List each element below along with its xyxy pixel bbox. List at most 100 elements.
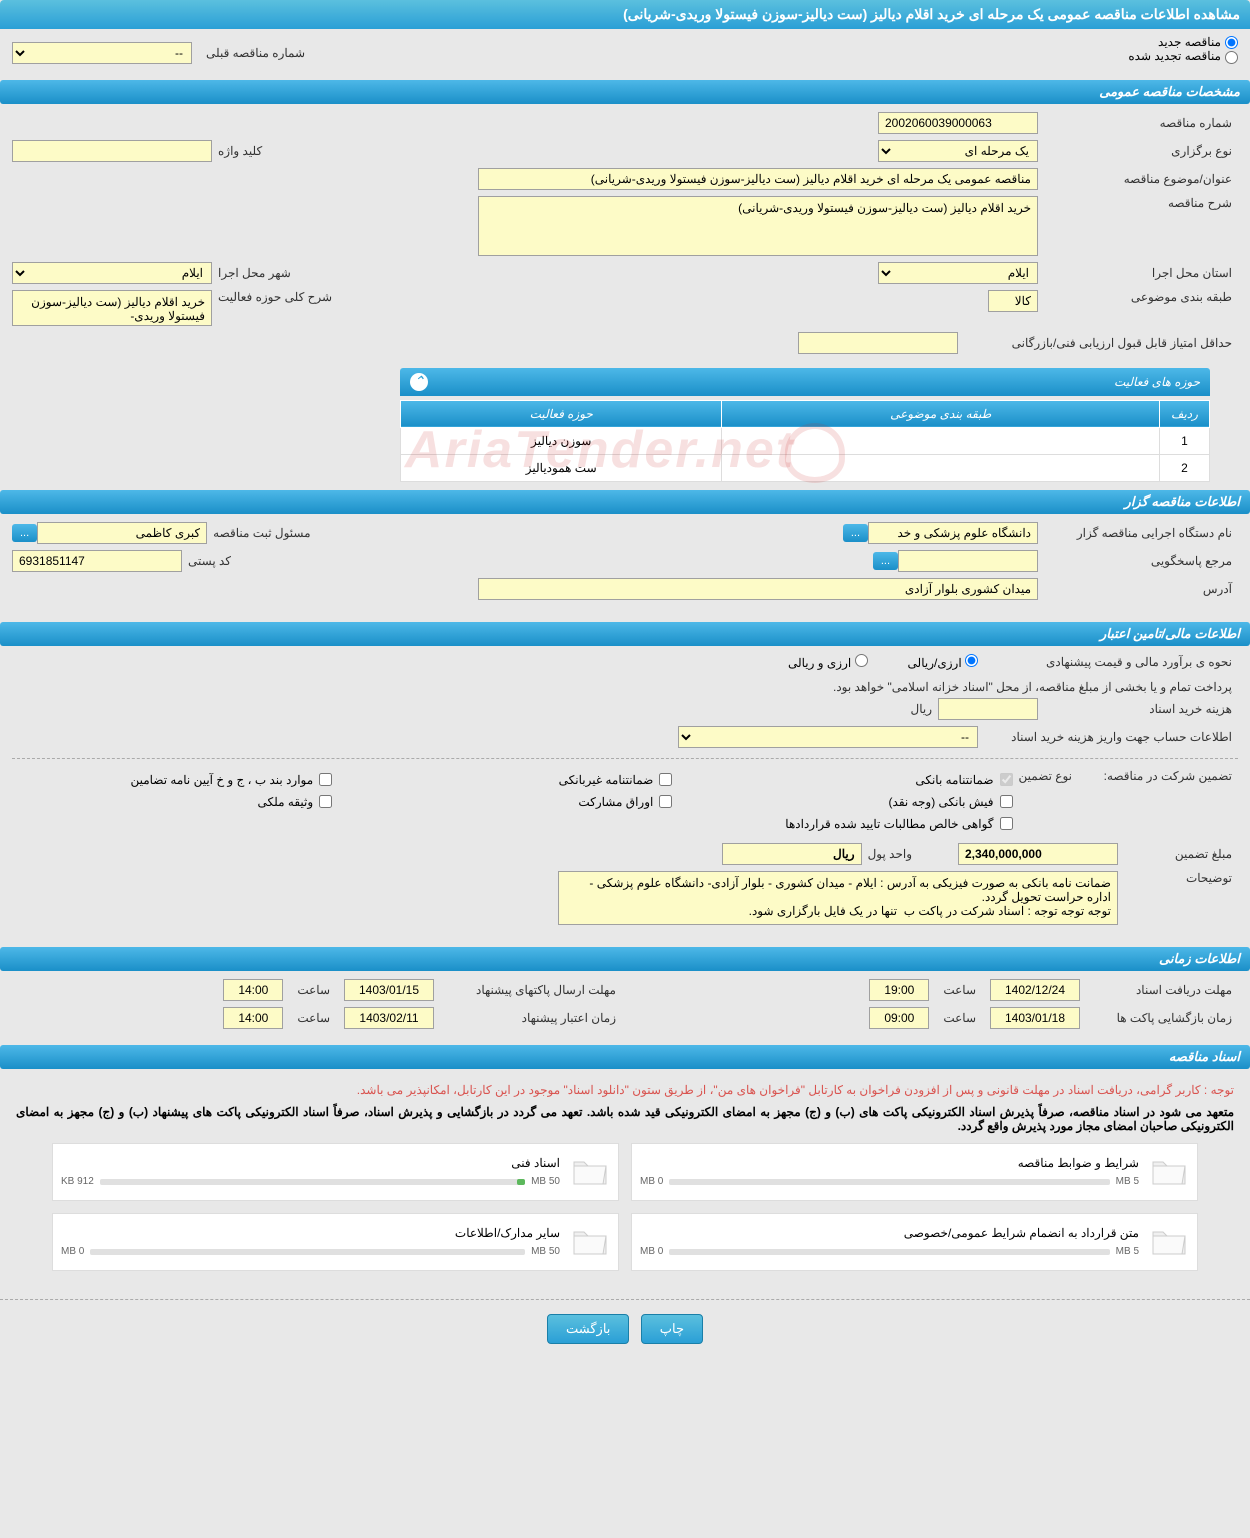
officer-input[interactable] bbox=[37, 522, 207, 544]
officer-more-button[interactable]: ... bbox=[12, 524, 37, 542]
financial-note1: پرداخت تمام و یا بخشی از مبلغ مناقصه، از… bbox=[12, 676, 1238, 698]
send-label: مهلت ارسال پاکتهای پیشنهاد bbox=[442, 983, 622, 997]
page-title: مشاهده اطلاعات مناقصه عمومی یک مرحله ای … bbox=[0, 0, 1250, 29]
collapse-icon[interactable]: ⌃ bbox=[410, 373, 428, 391]
col-cat: طبقه بندی موضوعی bbox=[722, 400, 1160, 427]
col-scope: حوزه فعالیت bbox=[401, 400, 722, 427]
number-label: شماره مناقصه bbox=[1038, 116, 1238, 130]
post-label: کد پستی bbox=[182, 554, 237, 568]
radio-fx[interactable]: ارزی و ریالی bbox=[788, 654, 868, 670]
org-name-input[interactable] bbox=[868, 522, 1038, 544]
col-row: ردیف bbox=[1160, 400, 1210, 427]
print-button[interactable]: چاپ bbox=[641, 1314, 703, 1344]
scope-textarea[interactable]: خرید اقلام دیالیز (ست دیالیز-سوزن فیستول… bbox=[12, 290, 212, 326]
send-date-input[interactable] bbox=[344, 979, 434, 1001]
file-card[interactable]: متن قرارداد به انضمام شرایط عمومی/خصوصی … bbox=[631, 1213, 1198, 1271]
amount-unit-input[interactable] bbox=[722, 843, 862, 865]
notes-textarea[interactable]: ضمانت نامه بانکی به صورت فیزیکی به آدرس … bbox=[558, 871, 1118, 925]
folder-icon bbox=[570, 1152, 610, 1192]
receive-date-input[interactable] bbox=[990, 979, 1080, 1001]
account-select[interactable]: -- bbox=[678, 726, 978, 748]
ref-more-button[interactable]: ... bbox=[873, 552, 898, 570]
table-row: 2ست همودیالیز bbox=[401, 454, 1210, 481]
number-input[interactable] bbox=[878, 112, 1038, 134]
activity-header: حوزه های فعالیت ⌃ bbox=[400, 368, 1210, 396]
section-organizer: اطلاعات مناقصه گزار bbox=[0, 490, 1250, 514]
radio-rial[interactable]: ارزی/ریالی bbox=[908, 654, 978, 670]
prev-number-select[interactable]: -- bbox=[12, 42, 192, 64]
send-time-input[interactable] bbox=[223, 979, 283, 1001]
hour-label-2: ساعت bbox=[291, 983, 336, 997]
radio-new-label: مناقصه جدید bbox=[1158, 35, 1221, 49]
hour-label-4: ساعت bbox=[291, 1011, 336, 1025]
open-label: زمان بازگشایی پاکت ها bbox=[1088, 1011, 1238, 1025]
ref-label: مرجع پاسخگویی bbox=[1038, 554, 1238, 568]
type-select[interactable]: یک مرحله ای bbox=[878, 140, 1038, 162]
minscore-label: حداقل امتیاز قابل قبول ارزیابی فنی/بازرگ… bbox=[958, 336, 1238, 350]
file-card[interactable]: اسناد فنی 50 MB912 KB bbox=[52, 1143, 619, 1201]
cb-cash[interactable]: فیش بانکی (وجه نقد) bbox=[692, 795, 1012, 809]
cost-label: هزینه خرید اسناد bbox=[1038, 702, 1238, 716]
open-time-input[interactable] bbox=[869, 1007, 929, 1029]
file-card[interactable]: سایر مدارک/اطلاعات 50 MB0 MB bbox=[52, 1213, 619, 1271]
hour-label-1: ساعت bbox=[937, 983, 982, 997]
file-title: متن قرارداد به انضمام شرایط عمومی/خصوصی bbox=[640, 1226, 1139, 1240]
table-row: 1سوزن دیالیز bbox=[401, 427, 1210, 454]
radio-renewed-tender[interactable]: مناقصه تجدید شده bbox=[1128, 49, 1238, 63]
desc-label: شرح مناقصه bbox=[1038, 196, 1238, 210]
activity-table: ردیف طبقه بندی موضوعی حوزه فعالیت 1سوزن … bbox=[400, 400, 1210, 482]
cb-nonbank-guarantee[interactable]: ضمانتنامه غیربانکی bbox=[352, 773, 672, 787]
amount-unit-label: واحد پول bbox=[862, 847, 918, 861]
org-name-more-button[interactable]: ... bbox=[843, 524, 868, 542]
minscore-input[interactable] bbox=[798, 332, 958, 354]
cb-receivables[interactable]: گواهی خالص مطالبات تایید شده قراردادها bbox=[692, 817, 1012, 831]
file-title: اسناد فنی bbox=[61, 1156, 560, 1170]
valid-date-input[interactable] bbox=[344, 1007, 434, 1029]
title-label: عنوان/موضوع مناقصه bbox=[1038, 172, 1238, 186]
valid-time-input[interactable] bbox=[223, 1007, 283, 1029]
section-time: اطلاعات زمانی bbox=[0, 947, 1250, 971]
org-name-label: نام دستگاه اجرایی مناقصه گزار bbox=[1038, 526, 1238, 540]
receive-label: مهلت دریافت اسناد bbox=[1088, 983, 1238, 997]
guarantee-label: تضمین شرکت در مناقصه: bbox=[1078, 769, 1238, 783]
account-label: اطلاعات حساب جهت واریز هزینه خرید اسناد bbox=[978, 730, 1238, 744]
scope-label: شرح کلی حوزه فعالیت bbox=[212, 290, 338, 304]
ref-input[interactable] bbox=[898, 550, 1038, 572]
folder-icon bbox=[1149, 1222, 1189, 1262]
black-notice: متعهد می شود در اسناد مناقصه، صرفاً پذیر… bbox=[12, 1103, 1238, 1135]
back-button[interactable]: بازگشت bbox=[547, 1314, 629, 1344]
officer-label: مسئول ثبت مناقصه bbox=[207, 526, 316, 540]
province-select[interactable]: ایلام bbox=[878, 262, 1038, 284]
open-date-input[interactable] bbox=[990, 1007, 1080, 1029]
amount-input[interactable] bbox=[958, 843, 1118, 865]
desc-textarea[interactable]: خرید اقلام دیالیز (ست دیالیز-سوزن فیستول… bbox=[478, 196, 1038, 256]
cb-bank-guarantee[interactable]: ضمانتنامه بانکی bbox=[692, 773, 1012, 787]
cb-regulation-items[interactable]: موارد بند ب ، ج و خ آیین نامه تضامین bbox=[12, 773, 332, 787]
section-financial: اطلاعات مالی/تامین اعتبار bbox=[0, 622, 1250, 646]
cb-bonds[interactable]: اوراق مشارکت bbox=[352, 795, 672, 809]
cb-property[interactable]: وثیقه ملکی bbox=[12, 795, 332, 809]
addr-input[interactable] bbox=[478, 578, 1038, 600]
amount-label: مبلغ تضمین bbox=[1118, 847, 1238, 861]
cost-input[interactable] bbox=[938, 698, 1038, 720]
file-card[interactable]: شرایط و ضوابط مناقصه 5 MB0 MB bbox=[631, 1143, 1198, 1201]
category-label: طبقه بندی موضوعی bbox=[1038, 290, 1238, 304]
category-input[interactable] bbox=[988, 290, 1038, 312]
valid-label: زمان اعتبار پیشنهاد bbox=[442, 1011, 622, 1025]
post-input[interactable] bbox=[12, 550, 182, 572]
keyword-label: کلید واژه bbox=[212, 144, 268, 158]
radio-renewed-label: مناقصه تجدید شده bbox=[1128, 49, 1221, 63]
section-general: مشخصات مناقصه عمومی bbox=[0, 80, 1250, 104]
city-select[interactable]: ایلام bbox=[12, 262, 212, 284]
receive-time-input[interactable] bbox=[869, 979, 929, 1001]
radio-new-tender[interactable]: مناقصه جدید bbox=[1158, 35, 1238, 49]
file-title: سایر مدارک/اطلاعات bbox=[61, 1226, 560, 1240]
hour-label-3: ساعت bbox=[937, 1011, 982, 1025]
province-label: استان محل اجرا bbox=[1038, 266, 1238, 280]
cost-unit: ریال bbox=[904, 702, 938, 716]
red-notice: توجه : کاربر گرامی، دریافت اسناد در مهلت… bbox=[12, 1077, 1238, 1103]
keyword-input[interactable] bbox=[12, 140, 212, 162]
city-label: شهر محل اجرا bbox=[212, 266, 297, 280]
title-input[interactable] bbox=[478, 168, 1038, 190]
prev-number-label: شماره مناقصه قبلی bbox=[200, 46, 311, 60]
